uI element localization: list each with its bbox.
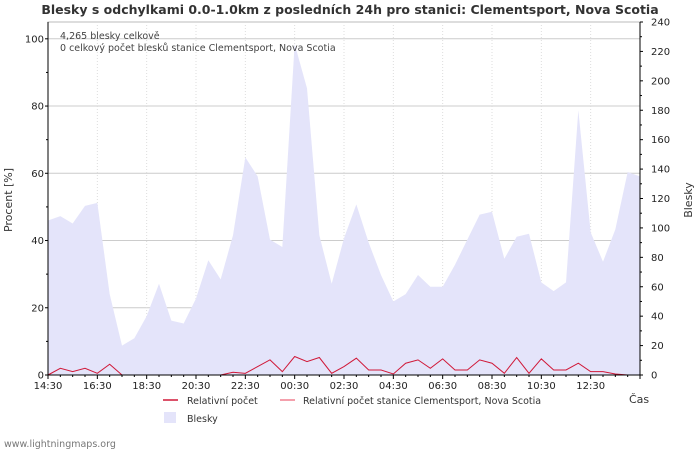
legend-swatch-blesky	[164, 412, 176, 423]
y-right-tick-label: 120	[651, 194, 670, 205]
y-right-tick-label: 100	[651, 223, 670, 234]
y-right-tick-label: 60	[651, 282, 664, 293]
y-right-tick-label: 40	[651, 312, 664, 323]
note-total: 4,265 blesky celkově	[60, 31, 160, 42]
x-tick-label: 08:30	[478, 381, 507, 392]
y-right-tick-label: 220	[651, 47, 670, 58]
axes: 14:30 16:30 18:30 20:30 22:30 00:30 02:30 04:30…	[25, 18, 670, 393]
blesky-area	[48, 44, 640, 376]
y-left-tick-label: 60	[31, 169, 44, 180]
y-right-tick-label: 80	[651, 253, 664, 264]
x-tick-label: 22:30	[231, 381, 260, 392]
y-right-tick-label: 20	[651, 341, 664, 352]
y-axis-left-title: Procent [%]	[2, 168, 15, 232]
y-right-tick-label: 160	[651, 135, 670, 146]
y-right-tick-label: 240	[651, 18, 670, 29]
legend-label-station: Relativní počet stanice Clementsport, No…	[303, 396, 541, 407]
y-left-tick-label: 80	[31, 102, 44, 113]
x-tick-label: 12:30	[576, 381, 605, 392]
x-tick-label: 20:30	[182, 381, 211, 392]
chart-title: Blesky s odchylkami 0.0-1.0km z poslední…	[41, 2, 658, 17]
x-tick-label: 18:30	[132, 381, 161, 392]
x-axis-title: Čas	[629, 393, 649, 406]
legend-label-relative: Relativní počet	[187, 396, 258, 407]
y-left-tick-label: 0	[38, 371, 44, 382]
x-tick-label: 16:30	[83, 381, 112, 392]
y-right-tick-label: 140	[651, 165, 670, 176]
y-right-tick-label: 0	[651, 371, 657, 382]
x-tick-label: 10:30	[527, 381, 556, 392]
x-tick-label: 00:30	[280, 381, 309, 392]
x-tick-label: 06:30	[428, 381, 457, 392]
y-axis-right-title: Blesky	[682, 182, 695, 218]
y-left-tick-label: 40	[31, 236, 44, 247]
x-tick-label: 02:30	[330, 381, 359, 392]
x-tick-label: 14:30	[34, 381, 63, 392]
y-right-tick-label: 200	[651, 76, 670, 87]
x-tick-label: 04:30	[379, 381, 408, 392]
footer-url: www.lightningmaps.org	[4, 439, 116, 450]
legend: Relativní počet Relativní počet stanice …	[163, 396, 541, 425]
y-left-tick-label: 100	[25, 34, 44, 45]
legend-label-blesky: Blesky	[187, 414, 218, 425]
y-left-tick-label: 20	[31, 303, 44, 314]
blesky-area-layer	[48, 44, 640, 376]
y-right-tick-label: 180	[651, 106, 670, 117]
note-station: 0 celkový počet blesků stanice Clementsp…	[60, 43, 336, 54]
